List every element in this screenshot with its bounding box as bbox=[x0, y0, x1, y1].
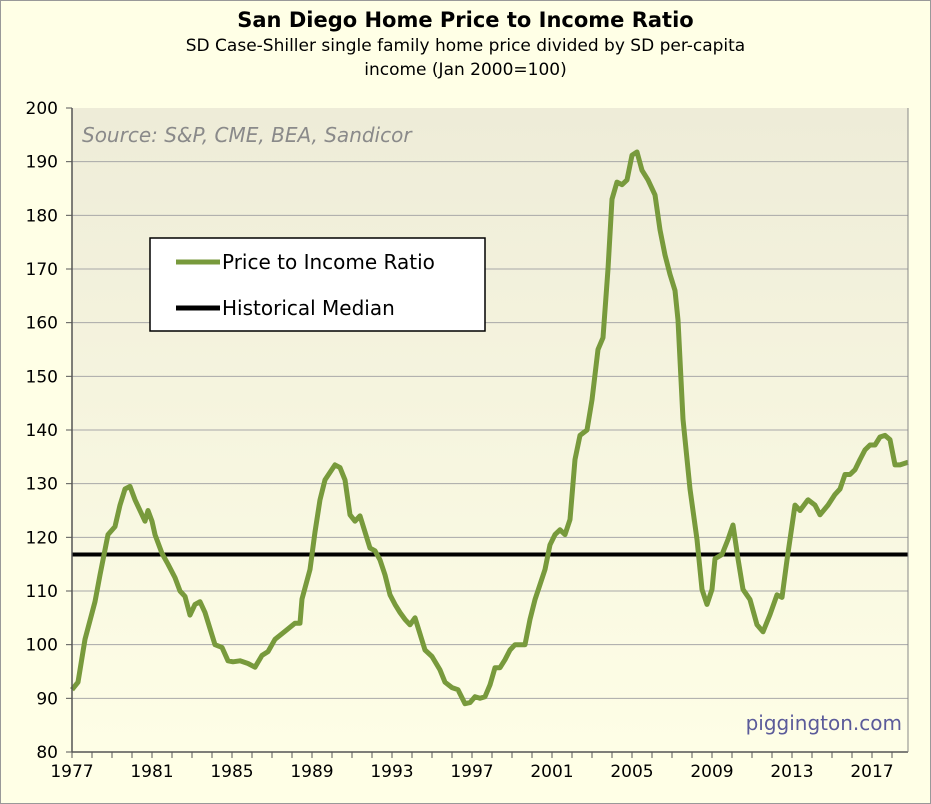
y-tick-label: 130 bbox=[26, 475, 58, 495]
y-tick-label: 200 bbox=[26, 99, 58, 119]
x-tick-label: 1997 bbox=[450, 762, 493, 782]
x-tick-label: 1989 bbox=[290, 762, 333, 782]
x-tick-label: 1993 bbox=[370, 762, 413, 782]
y-tick-label: 170 bbox=[26, 260, 58, 280]
chart-title: San Diego Home Price to Income Ratio bbox=[237, 8, 694, 32]
y-tick-label: 80 bbox=[36, 743, 58, 763]
y-tick-label: 190 bbox=[26, 153, 58, 173]
price-to-income-series-line bbox=[70, 149, 909, 707]
source-note: Source: S&P, CME, BEA, Sandicor bbox=[82, 123, 413, 147]
chart-subtitle-line1: SD Case-Shiller single family home price… bbox=[185, 36, 746, 56]
y-tick-label: 120 bbox=[26, 528, 58, 548]
y-tick-label: 110 bbox=[26, 582, 58, 602]
y-tick-label: 180 bbox=[26, 206, 58, 226]
y-tick-label: 100 bbox=[26, 636, 58, 656]
x-tick-label: 2013 bbox=[770, 762, 813, 782]
legend-label-median: Historical Median bbox=[222, 296, 395, 320]
x-tick-label: 1981 bbox=[130, 762, 173, 782]
y-tick-label: 150 bbox=[26, 367, 58, 387]
x-tick-label: 1977 bbox=[50, 762, 93, 782]
chart-subtitle-line2: income (Jan 2000=100) bbox=[364, 60, 567, 80]
x-tick-label: 1985 bbox=[210, 762, 253, 782]
x-tick-label: 2017 bbox=[850, 762, 893, 782]
y-tick-label: 160 bbox=[26, 314, 58, 334]
y-tick-label: 140 bbox=[26, 421, 58, 441]
x-tick-label: 2009 bbox=[690, 762, 733, 782]
x-tick-label: 2001 bbox=[530, 762, 573, 782]
watermark: piggington.com bbox=[746, 711, 902, 735]
y-tick-label: 90 bbox=[36, 689, 58, 709]
legend-box bbox=[149, 237, 486, 332]
legend-label-ratio: Price to Income Ratio bbox=[222, 250, 435, 274]
legend: Price to Income Ratio Historical Median bbox=[149, 237, 486, 332]
x-tick-label: 2005 bbox=[610, 762, 653, 782]
